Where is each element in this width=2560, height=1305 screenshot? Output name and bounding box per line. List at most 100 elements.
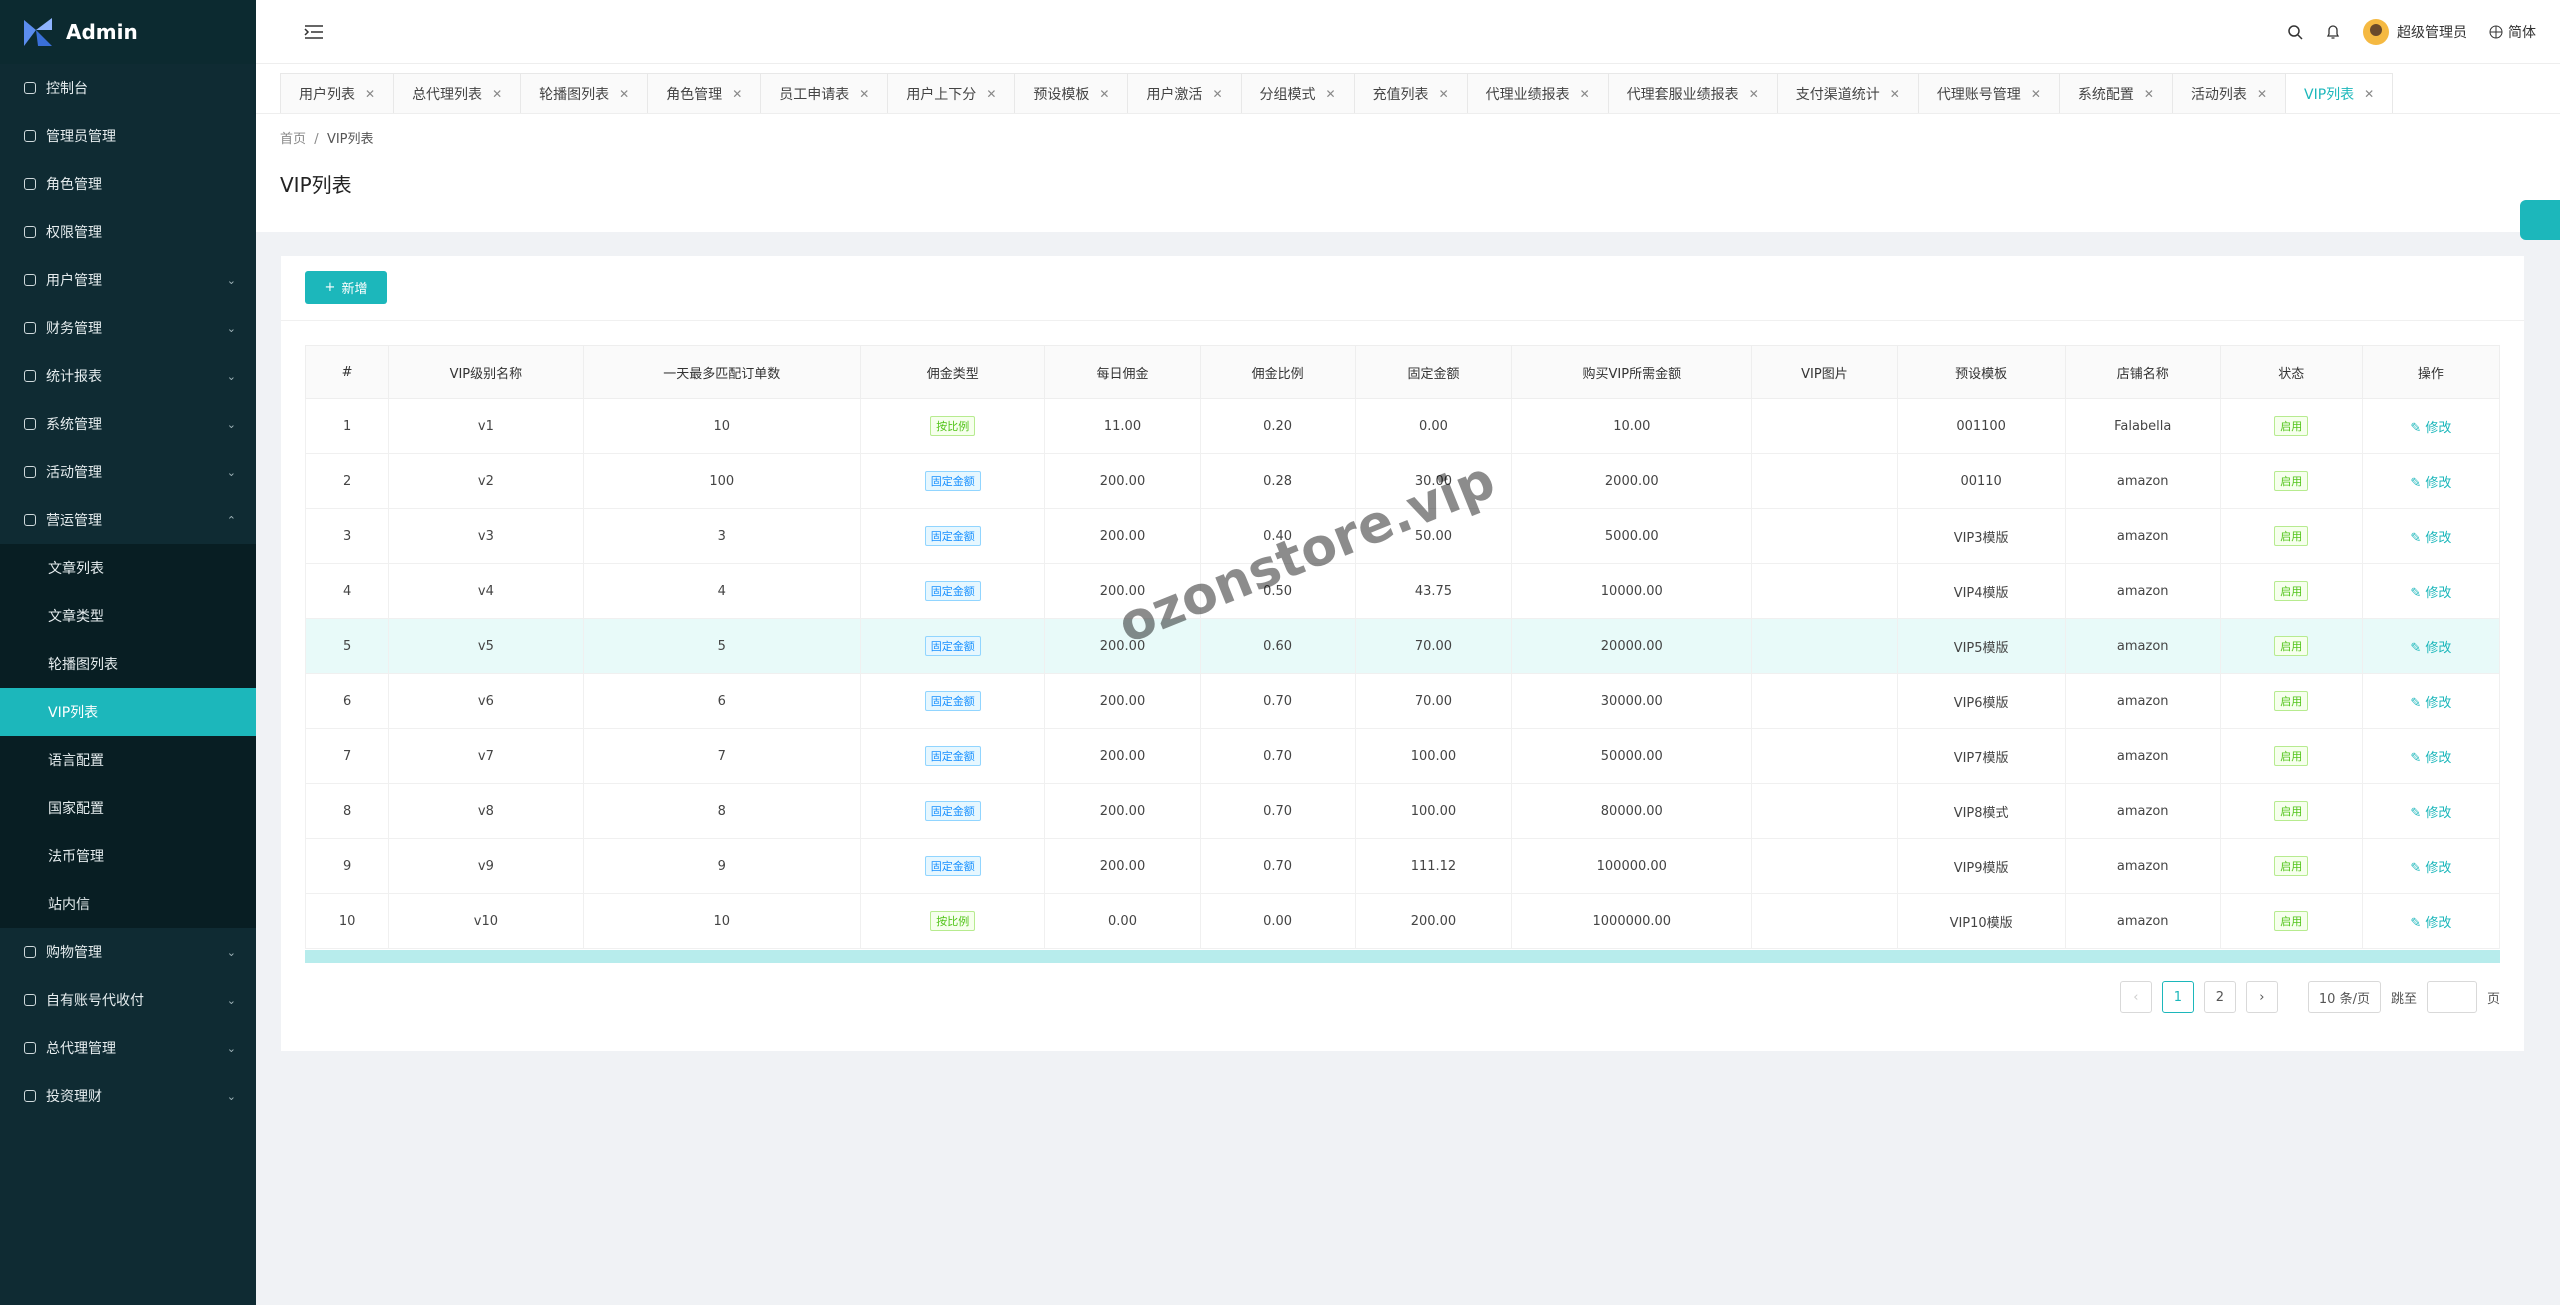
commission-type-tag: 按比例 (930, 416, 976, 436)
tab-close[interactable]: ✕ (2143, 86, 2154, 101)
next-page[interactable]: › (2245, 981, 2278, 1013)
jump-input[interactable] (2426, 981, 2477, 1013)
add-button[interactable]: + 新增 (305, 271, 387, 304)
tab-close[interactable]: ✕ (986, 86, 997, 101)
table-cell: 6 (582, 673, 861, 729)
tab[interactable]: 预设模板 ✕ (1014, 73, 1129, 113)
edit-link[interactable]: ✎ 修改 (2410, 586, 2451, 601)
cell-text: 200.00 (1099, 528, 1146, 544)
menu-item[interactable]: 文章列表 (0, 544, 256, 592)
menu-item[interactable]: 国家配置 (0, 784, 256, 832)
tab[interactable]: 用户激活 ✕ (1127, 73, 1242, 113)
menu-item[interactable]: 管理员管理 (0, 112, 256, 160)
collapse-icon[interactable] (304, 24, 324, 40)
menu-item[interactable]: 总代理管理 ⌄ (0, 1024, 256, 1072)
tab-close[interactable]: ✕ (1748, 86, 1759, 101)
menu-item[interactable]: 权限管理 (0, 208, 256, 256)
edit-link[interactable]: ✎ 修改 (2410, 476, 2451, 491)
edit-link[interactable]: ✎ 修改 (2410, 531, 2451, 546)
tab-close[interactable]: ✕ (2030, 86, 2041, 101)
language[interactable]: 简体 (2489, 22, 2536, 42)
breadcrumb-item[interactable]: 首页 (280, 132, 307, 147)
user[interactable]: 超级管理员 (2363, 18, 2467, 45)
tab[interactable]: 用户列表 ✕ (280, 73, 395, 113)
tab[interactable]: 代理账号管理 ✕ (1917, 73, 2060, 113)
menu-item[interactable]: 轮播图列表 (0, 640, 256, 688)
tab-close[interactable]: ✕ (2256, 86, 2267, 101)
menu-item[interactable]: 投资理财 ⌄ (0, 1072, 256, 1120)
tab-close[interactable]: ✕ (732, 86, 743, 101)
tab-close[interactable]: ✕ (1325, 86, 1336, 101)
table-cell: 固定金额 (859, 453, 1046, 509)
cell-text: VIP7模版 (1953, 750, 2009, 766)
menu-item[interactable]: 营运管理 ⌃ (0, 496, 256, 544)
edit-link[interactable]: ✎ 修改 (2410, 696, 2451, 711)
menu-item[interactable]: 站内信 (0, 880, 256, 928)
tab[interactable]: 角色管理 ✕ (647, 73, 762, 113)
edit-link[interactable]: ✎ 修改 (2410, 421, 2451, 436)
cell-text: 200.00 (1099, 803, 1146, 819)
tab-close[interactable]: ✕ (619, 86, 630, 101)
tab-close[interactable]: ✕ (2364, 86, 2375, 101)
tab[interactable]: 员工申请表 ✕ (760, 73, 889, 113)
table-cell: amazon (2064, 453, 2221, 509)
menu-item[interactable]: 统计报表 ⌄ (0, 352, 256, 400)
menu-item[interactable]: 系统管理 ⌄ (0, 400, 256, 448)
menu-item[interactable]: 自有账号代收付 ⌄ (0, 976, 256, 1024)
edit-link[interactable]: ✎ 修改 (2410, 806, 2451, 821)
edit-link[interactable]: ✎ 修改 (2410, 916, 2451, 931)
tab-close[interactable]: ✕ (1212, 86, 1223, 101)
table-cell: 固定金额 (859, 563, 1046, 619)
plus-icon: + (324, 280, 336, 295)
menu-item[interactable]: 法币管理 (0, 832, 256, 880)
menu-item[interactable]: 角色管理 (0, 160, 256, 208)
tab[interactable]: VIP列表 ✕ (2285, 73, 2394, 113)
tab[interactable]: 支付渠道统计 ✕ (1776, 73, 1919, 113)
tab[interactable]: 代理业绩报表 ✕ (1466, 73, 1609, 113)
menu-item[interactable]: 控制台 (0, 64, 256, 112)
edit-link[interactable]: ✎ 修改 (2410, 751, 2451, 766)
tab[interactable]: 总代理列表 ✕ (393, 73, 522, 113)
tab-close[interactable]: ✕ (492, 86, 503, 101)
vip-table: # VIP级别名称 一天最多匹配订单数 佣金类型 每日佣金 佣金比例 固定金额 购买VIP所需… (304, 345, 2501, 949)
tab[interactable]: 充值列表 ✕ (1353, 73, 1468, 113)
breadcrumb-item[interactable]: VIP列表 (326, 132, 374, 147)
tab[interactable]: 代理套服业绩报表 ✕ (1607, 73, 1778, 113)
tab-label: 分组模式 (1259, 86, 1316, 103)
menu-item[interactable]: 语言配置 (0, 736, 256, 784)
tab[interactable]: 轮播图列表 ✕ (520, 73, 649, 113)
menu-item[interactable]: 财务管理 ⌄ (0, 304, 256, 352)
tab-close[interactable]: ✕ (1099, 86, 1110, 101)
prev-page[interactable]: ‹ (2119, 981, 2152, 1013)
page-button[interactable]: 2 (2203, 981, 2236, 1013)
menu-label: 投资理财 (46, 1089, 102, 1105)
scrollbar[interactable] (305, 950, 2500, 963)
menu-item[interactable]: 用户管理 ⌄ (0, 256, 256, 304)
tab[interactable]: 用户上下分 ✕ (887, 73, 1016, 113)
cell-text: v5 (477, 638, 494, 654)
edit-link[interactable]: ✎ 修改 (2410, 861, 2451, 876)
tab-close[interactable]: ✕ (1579, 86, 1590, 101)
tab[interactable]: 活动列表 ✕ (2171, 73, 2286, 113)
tab-close[interactable]: ✕ (365, 86, 376, 101)
edit-link[interactable]: ✎ 修改 (2410, 641, 2451, 656)
page-button[interactable]: 1 (2161, 981, 2194, 1013)
search-icon[interactable] (2287, 24, 2303, 40)
menu-item[interactable]: 文章类型 (0, 592, 256, 640)
menu-item[interactable]: 购物管理 ⌄ (0, 928, 256, 976)
page-size-label: 10 条/页 (2318, 991, 2370, 1007)
menu-icon (24, 370, 36, 382)
tab-close[interactable]: ✕ (1438, 86, 1449, 101)
tab[interactable]: 系统配置 ✕ (2058, 73, 2173, 113)
tab-close[interactable]: ✕ (859, 86, 870, 101)
tab[interactable]: 分组模式 ✕ (1240, 73, 1355, 113)
table-cell: ✎ 修改 (2361, 893, 2501, 949)
menu-icon (24, 418, 36, 430)
cell-text: 100000.00 (1596, 858, 1667, 874)
page-size-select[interactable]: 10 条/页 (2307, 981, 2381, 1013)
menu-item[interactable]: 活动管理 ⌄ (0, 448, 256, 496)
settings-button[interactable] (2520, 200, 2560, 240)
menu-item[interactable]: VIP列表 (0, 688, 256, 736)
tab-close[interactable]: ✕ (1889, 86, 1900, 101)
bell-icon[interactable] (2325, 24, 2341, 40)
